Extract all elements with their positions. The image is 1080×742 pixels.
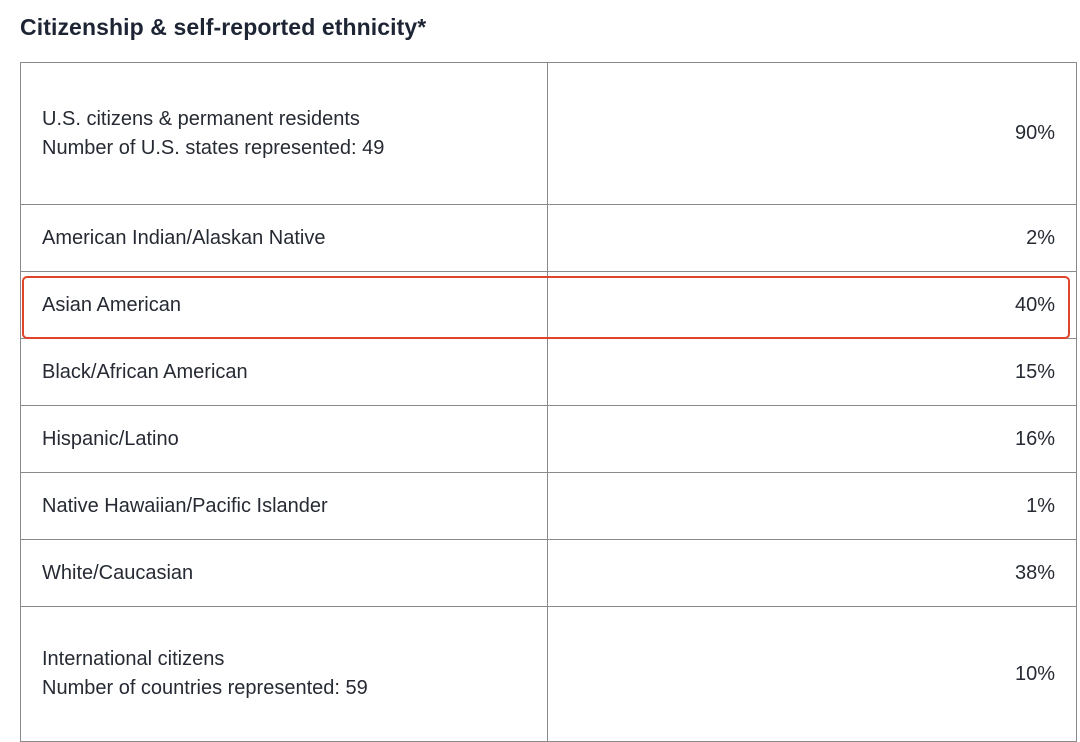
row-sublabel-line: Number of countries represented: 59	[42, 677, 368, 699]
table-row-us-citizens: U.S. citizens & permanent residents Numb…	[20, 62, 1077, 205]
table-row-black-african-american: Black/African American 15%	[20, 338, 1077, 406]
row-label-line: Asian American	[42, 293, 181, 316]
row-value: 2%	[547, 204, 1077, 272]
row-value: 10%	[547, 606, 1077, 742]
ethnicity-table: U.S. citizens & permanent residents Numb…	[20, 62, 1077, 742]
row-label: Native Hawaiian/Pacific Islander	[20, 472, 548, 540]
table-row-white-caucasian: White/Caucasian 38%	[20, 539, 1077, 607]
row-label: Asian American	[20, 271, 548, 339]
row-label: Black/African American	[20, 338, 548, 406]
row-label: White/Caucasian	[20, 539, 548, 607]
row-value: 1%	[547, 472, 1077, 540]
row-label-line: Hispanic/Latino	[42, 427, 179, 450]
row-label: International citizens Number of countri…	[20, 606, 548, 742]
row-label-line: International citizens	[42, 648, 225, 670]
table-row-international: International citizens Number of countri…	[20, 606, 1077, 742]
row-value: 90%	[547, 62, 1077, 205]
row-label-line: Black/African American	[42, 360, 248, 383]
row-label: U.S. citizens & permanent residents Numb…	[20, 62, 548, 205]
table-row-hispanic-latino: Hispanic/Latino 16%	[20, 405, 1077, 473]
table-row-asian-american: Asian American 40%	[20, 271, 1077, 339]
table-row-native-hawaiian: Native Hawaiian/Pacific Islander 1%	[20, 472, 1077, 540]
row-sublabel-line: Number of U.S. states represented: 49	[42, 136, 385, 159]
table-row-american-indian: American Indian/Alaskan Native 2%	[20, 204, 1077, 272]
row-value: 38%	[547, 539, 1077, 607]
row-label-line: U.S. citizens & permanent residents	[42, 107, 360, 130]
row-label: American Indian/Alaskan Native	[20, 204, 548, 272]
row-label-line: White/Caucasian	[42, 561, 194, 584]
row-label-line: Native Hawaiian/Pacific Islander	[42, 494, 328, 517]
row-label: Hispanic/Latino	[20, 405, 548, 473]
row-value: 40%	[547, 271, 1077, 339]
section-title: Citizenship & self-reported ethnicity*	[20, 14, 427, 40]
row-label-line: American Indian/Alaskan Native	[42, 226, 326, 249]
row-value: 16%	[547, 405, 1077, 473]
row-value: 15%	[547, 338, 1077, 406]
